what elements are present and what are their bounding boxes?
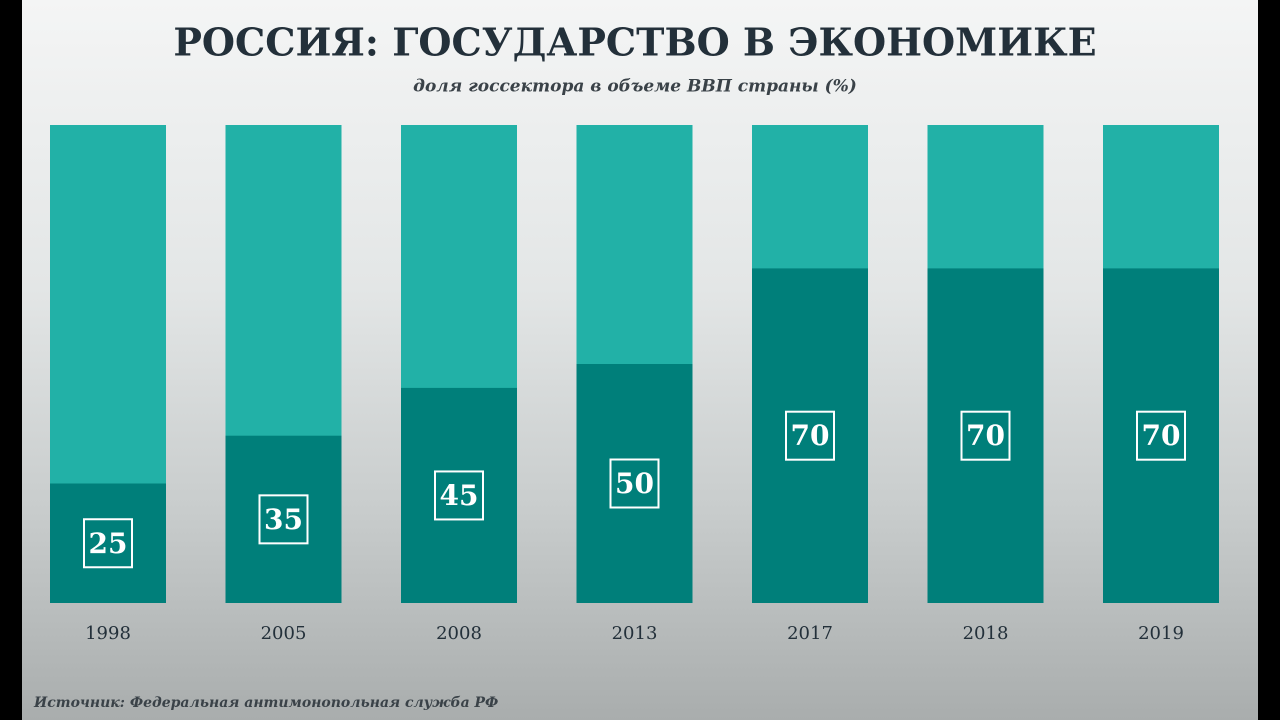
x-tick-label: 2008 xyxy=(436,623,482,644)
value-label: 25 xyxy=(89,527,128,560)
value-label-box xyxy=(83,518,133,569)
value-label-box xyxy=(785,410,835,461)
value-label-box xyxy=(258,494,309,545)
value-label: 45 xyxy=(440,479,479,512)
bar xyxy=(50,483,166,603)
bar xyxy=(576,364,693,603)
chart-title: РОССИЯ: ГОСУДАРСТВО В ЭКОНОМИКЕ xyxy=(173,20,1096,65)
x-tick-label: 2017 xyxy=(787,623,833,644)
value-label: 50 xyxy=(615,467,654,500)
bar xyxy=(401,387,517,603)
x-tick-label: 2019 xyxy=(1138,623,1184,644)
chart-subtitle: доля госсектора в объеме ВВП страны (%) xyxy=(413,77,857,97)
x-tick-label: 2013 xyxy=(612,623,658,644)
x-tick-label: 2005 xyxy=(261,623,307,644)
value-label: 35 xyxy=(264,503,303,536)
x-tick-label: 2018 xyxy=(963,623,1009,644)
value-label: 70 xyxy=(966,419,1005,452)
value-label-box xyxy=(609,458,660,509)
value-label-box xyxy=(1136,410,1186,461)
x-tick-label: 1998 xyxy=(85,623,131,644)
value-label-box xyxy=(960,410,1011,461)
value-label: 70 xyxy=(1142,419,1181,452)
value-label: 70 xyxy=(791,419,830,452)
bar xyxy=(752,268,868,603)
bar xyxy=(225,435,342,603)
bar xyxy=(1103,268,1219,603)
value-label-box xyxy=(434,470,484,521)
bar xyxy=(927,268,1044,603)
source-note: Источник: Федеральная антимонопольная сл… xyxy=(33,695,498,711)
